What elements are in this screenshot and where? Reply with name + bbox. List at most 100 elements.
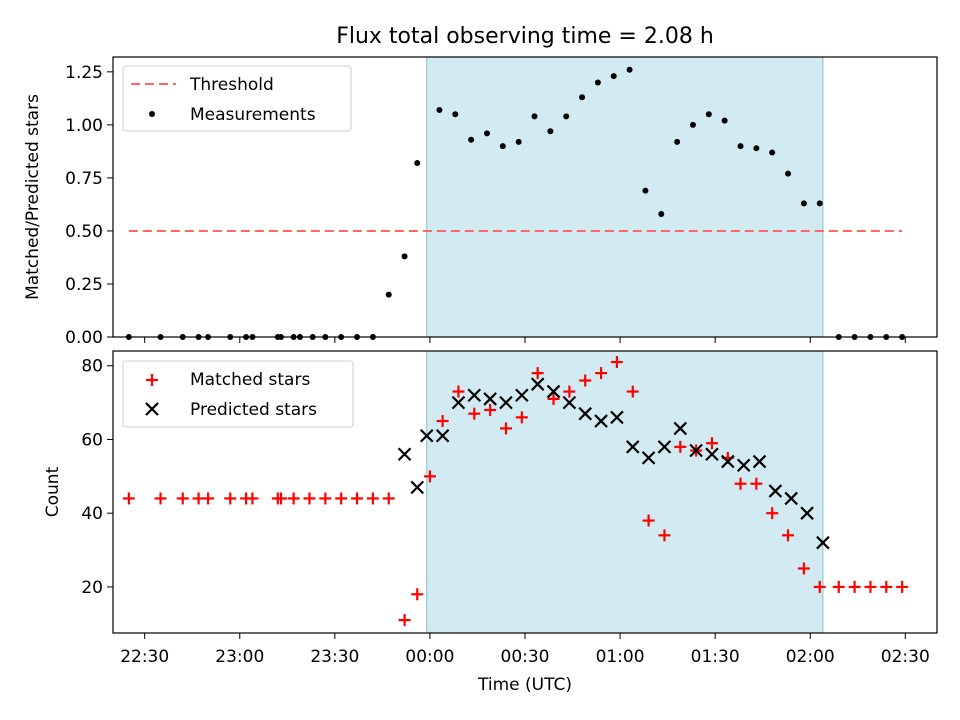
predicted-legend-swatch <box>145 402 159 416</box>
matched-star-point <box>864 580 877 593</box>
predicted-star-point <box>578 406 592 421</box>
measurement-point <box>658 210 665 217</box>
predicted-star-point <box>800 506 814 520</box>
matched-star-point <box>452 385 465 398</box>
matched-star-point <box>335 492 348 505</box>
y-tick-label: 0.00 <box>65 328 103 348</box>
predicted-star-point <box>705 447 719 461</box>
x-tick-label: 23:30 <box>310 647 359 667</box>
matched-star-point <box>766 507 779 520</box>
y-tick-label: 40 <box>81 504 103 524</box>
bottom-legend: Matched stars Predicted stars <box>122 360 354 428</box>
measurement-point <box>816 200 823 207</box>
predicted-star-point <box>752 454 767 469</box>
bottom-y-ticks: 20 40 60 80 <box>81 357 113 598</box>
bottom-x-ticks: 22:30 23:00 23:30 00:00 00:30 01:00 01:30 02:00… <box>120 633 930 667</box>
bottom-legend-box <box>122 360 354 428</box>
matched-star-point <box>319 492 332 505</box>
matched-star-point <box>674 440 687 453</box>
matched-star-point <box>531 367 544 380</box>
measurement-point <box>626 66 633 73</box>
y-tick-label: 1.25 <box>65 63 103 83</box>
predicted-star-point <box>736 458 751 473</box>
measurement-point <box>452 111 459 118</box>
matched-star-point <box>499 422 512 435</box>
x-tick-label: 22:30 <box>120 647 169 667</box>
measurement-point <box>705 111 712 118</box>
predicted-star-point <box>397 447 412 461</box>
matched-star-point <box>642 514 655 527</box>
y-tick-label: 0.75 <box>65 169 103 189</box>
measurement-point <box>499 143 506 150</box>
matched-star-point <box>797 562 810 575</box>
y-tick-label: 1.00 <box>65 116 103 136</box>
matched-star-point <box>563 385 576 398</box>
x-tick-label: 02:00 <box>786 647 835 667</box>
measurement-point <box>385 291 392 298</box>
measurement-point <box>515 138 522 145</box>
predicted-legend-label: Predicted stars <box>190 400 317 420</box>
measurement-point <box>401 253 408 260</box>
matched-star-point <box>705 437 718 450</box>
predicted-star-point <box>610 410 624 425</box>
predicted-star-point <box>641 451 656 465</box>
measurement-point <box>737 143 744 150</box>
y-tick-label: 20 <box>81 578 103 598</box>
bottom-panel: 20 40 60 80 22:30 23:00 23:30 00:00 00:30 01:00 0… <box>43 350 938 695</box>
matched-star-point <box>382 492 395 505</box>
predicted-star-point <box>515 388 529 403</box>
measurement-point <box>483 130 490 137</box>
top-x-ticks <box>144 337 906 343</box>
matched-star-point <box>351 492 364 505</box>
matched-star-point <box>832 580 845 593</box>
measurement-point <box>531 113 538 120</box>
measurement-point <box>785 170 792 177</box>
measurement-point <box>436 107 443 114</box>
predicted-star-point <box>435 429 450 443</box>
predicted-star-point <box>673 421 688 436</box>
matched-star-point <box>750 477 763 490</box>
matched-star-point <box>154 492 167 505</box>
x-tick-label: 01:00 <box>596 647 645 667</box>
predicted-star-point <box>816 535 830 550</box>
x-tick-label: 00:00 <box>405 647 454 667</box>
measurement-point <box>468 136 475 143</box>
matched-star-point <box>303 492 316 505</box>
top-legend: Threshold Measurements <box>122 65 352 132</box>
measurements-legend-swatch <box>149 111 155 117</box>
top-panel: 0.00 0.25 0.50 0.75 1.00 1.25 Matched/Predict… <box>23 56 938 348</box>
matched-star-point <box>626 385 639 398</box>
predicted-star-point <box>768 484 783 498</box>
matched-star-point <box>547 392 560 405</box>
x-tick-label: 00:30 <box>501 647 550 667</box>
matched-star-point <box>880 580 893 593</box>
predicted-star-point <box>594 414 608 428</box>
predicted-star-point <box>784 491 798 506</box>
bottom-y-axis-label: Count <box>43 466 63 517</box>
predicted-star-point <box>721 454 735 469</box>
matched-star-point <box>579 374 592 387</box>
bottom-observing-band <box>426 350 824 634</box>
matched-star-point <box>595 367 608 380</box>
matched-legend-label: Matched stars <box>190 370 310 390</box>
matched-star-point <box>782 529 795 542</box>
matched-star-point <box>658 529 671 542</box>
measurement-point <box>579 94 586 101</box>
predicted-star-point <box>546 384 561 399</box>
measurement-point <box>563 113 570 120</box>
predicted-star-point <box>499 395 513 410</box>
matched-star-point <box>398 614 411 627</box>
matched-star-point <box>468 407 481 420</box>
predicted-star-point <box>483 392 497 406</box>
x-tick-label: 01:30 <box>691 647 740 667</box>
y-tick-label: 0.50 <box>65 222 103 242</box>
x-tick-label: 02:30 <box>881 647 930 667</box>
measurement-point <box>753 145 760 152</box>
measurement-point <box>689 121 696 128</box>
measurement-point <box>610 73 617 80</box>
matched-star-point <box>848 580 861 593</box>
matched-star-point <box>734 477 747 490</box>
measurement-point <box>642 187 649 194</box>
measurements-legend-label: Measurements <box>190 105 316 125</box>
